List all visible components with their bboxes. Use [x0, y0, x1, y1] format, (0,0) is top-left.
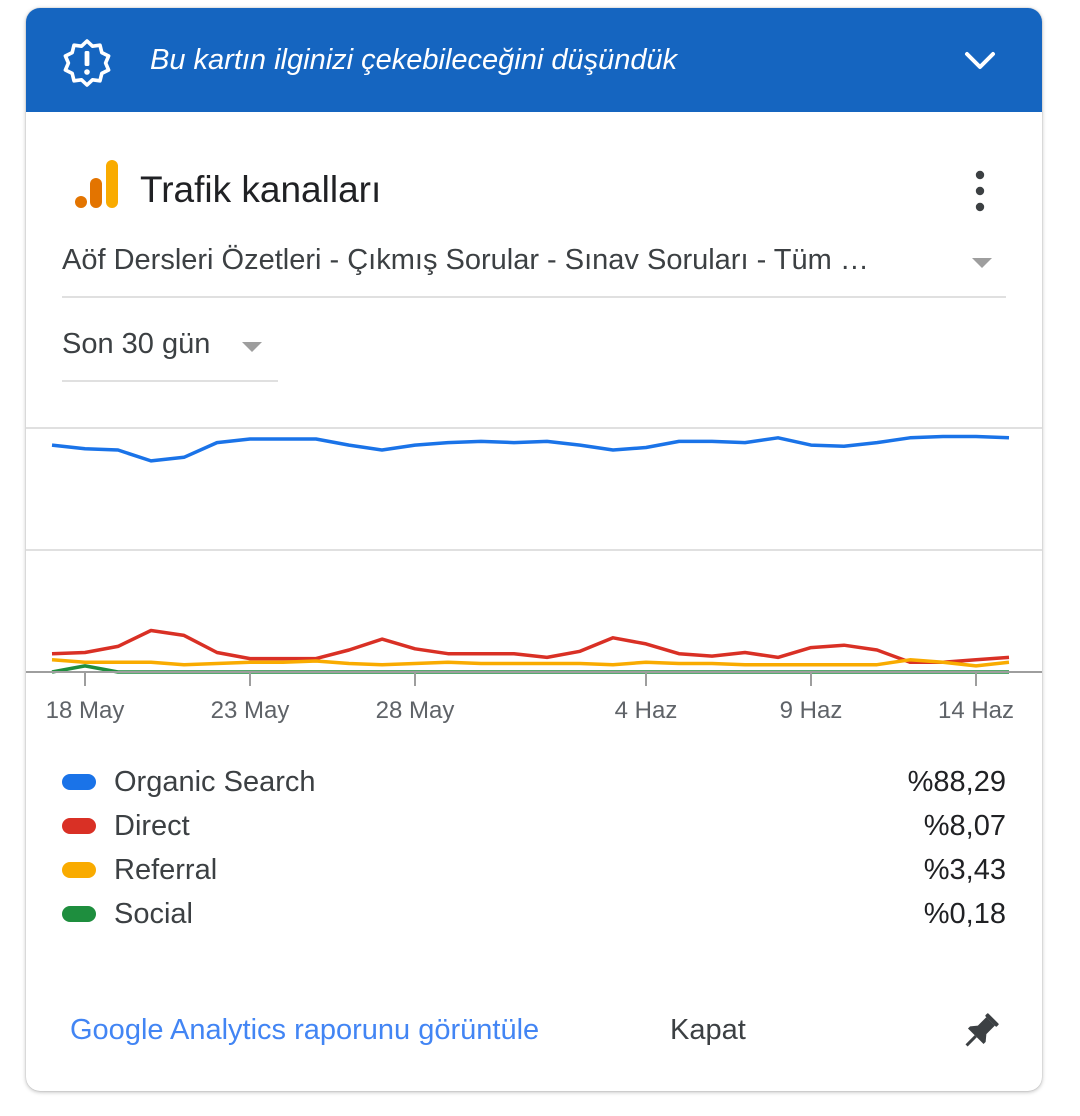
- suggestion-banner[interactable]: Bu kartın ilginizi çekebileceğini düşünd…: [26, 8, 1042, 112]
- series-line-referral: [51, 658, 1010, 668]
- pin-icon[interactable]: [958, 1010, 1002, 1054]
- x-tick-label: 18 May: [46, 697, 125, 724]
- x-tick-label: 9 Haz: [780, 697, 843, 724]
- dropdown-arrow-icon: [242, 342, 262, 352]
- view-analytics-report-link[interactable]: Google Analytics raporunu görüntüle: [70, 1014, 540, 1046]
- legend-row-referral: Referral %3,43: [62, 848, 1006, 892]
- x-tick-label: 28 May: [376, 697, 455, 724]
- more-vert-icon[interactable]: [962, 168, 998, 214]
- legend-label: Social: [114, 898, 193, 930]
- legend-swatch: [62, 862, 96, 878]
- x-tick-label: 4 Haz: [615, 697, 678, 724]
- x-tick-label: 23 May: [211, 697, 290, 724]
- legend-row-direct: Direct %8,07: [62, 804, 1006, 848]
- legend-swatch: [62, 818, 96, 834]
- card-title: Trafik kanalları: [140, 169, 382, 210]
- close-button[interactable]: Kapat: [670, 1014, 746, 1046]
- series-line-organic-search: [51, 434, 1010, 463]
- x-tick-label: 14 Haz: [938, 697, 1014, 724]
- traffic-line-chart: 18 May 23 May 28 May 4 Haz 9 Haz 14 Haz: [26, 427, 1042, 724]
- legend-swatch: [62, 906, 96, 922]
- property-name: Aöf Dersleri Özetleri - Çıkmış Sorular -…: [62, 244, 869, 276]
- legend-row-social: Social %0,18: [62, 892, 1006, 936]
- alert-badge-icon: [63, 39, 111, 87]
- legend-label: Organic Search: [114, 766, 316, 798]
- dropdown-arrow-icon: [972, 258, 992, 268]
- banner-message: Bu kartın ilginizi çekebileceğini düşünd…: [150, 44, 678, 76]
- traffic-channels-card: Bu kartın ilginizi çekebileceğini düşünd…: [26, 8, 1042, 1091]
- legend-label: Referral: [114, 854, 218, 886]
- legend-row-organic-search: Organic Search %88,29: [62, 760, 1006, 804]
- legend-value: %8,07: [923, 810, 1006, 842]
- google-analytics-logo: [75, 160, 118, 208]
- legend-value: %3,43: [923, 854, 1006, 886]
- chevron-down-icon[interactable]: [962, 46, 998, 76]
- date-range-select[interactable]: Son 30 gün: [62, 320, 278, 382]
- legend-value: %88,29: [907, 766, 1006, 798]
- legend-swatch: [62, 774, 96, 790]
- chart-legend: Organic Search %88,29 Direct %8,07 Refer…: [62, 760, 1006, 936]
- series-line-direct: [51, 628, 1010, 664]
- legend-value: %0,18: [923, 898, 1006, 930]
- date-range-value: Son 30 gün: [62, 328, 211, 360]
- legend-label: Direct: [114, 810, 190, 842]
- property-select[interactable]: Aöf Dersleri Özetleri - Çıkmış Sorular -…: [62, 236, 1006, 298]
